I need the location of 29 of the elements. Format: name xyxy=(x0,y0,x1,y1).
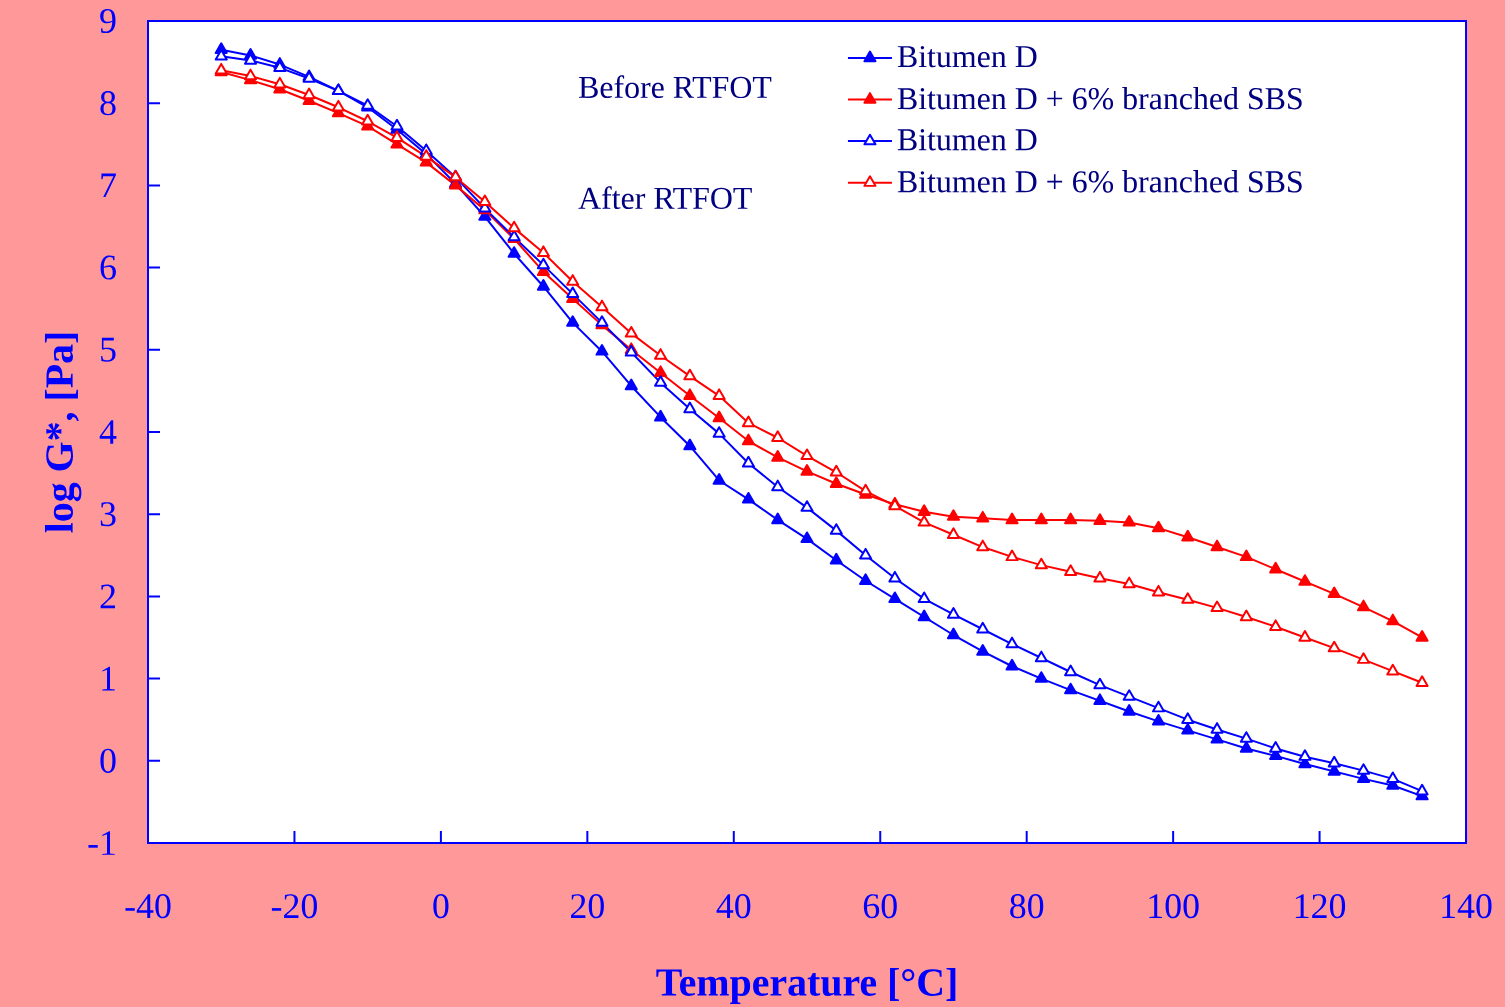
y-tick-label: 6 xyxy=(100,255,116,280)
x-tick-label: 20 xyxy=(570,894,604,919)
x-tick-label: 40 xyxy=(716,894,751,919)
x-tick-label: 80 xyxy=(1010,894,1044,919)
x-tick-label: 140 xyxy=(1442,894,1492,919)
y-tick-label: 3 xyxy=(100,502,116,527)
annotation: After RTFOT xyxy=(578,186,752,210)
y-tick-label: 4 xyxy=(99,420,117,444)
y-axis-title: log G*, [Pa] xyxy=(44,333,82,533)
x-axis-title: Temperature [°C] xyxy=(656,967,956,1005)
x-tick-label: -20 xyxy=(271,894,317,919)
y-tick-label: 0 xyxy=(100,748,116,773)
annotation: Before RTFOT xyxy=(578,75,772,99)
y-tick-label: 1 xyxy=(102,666,115,691)
x-tick-label: 0 xyxy=(433,894,449,919)
legend-label: Bitumen D + 6% branched SBS xyxy=(897,86,1302,110)
y-tick-label: -1 xyxy=(88,831,115,855)
y-tick-label: 5 xyxy=(101,337,116,362)
x-tick-label: 120 xyxy=(1295,894,1346,919)
legend-label: Bitumen D + 6% branched SBS xyxy=(897,170,1302,193)
x-tick-label: 60 xyxy=(863,894,897,919)
legend-label: Bitumen D xyxy=(897,45,1037,68)
x-tick-label: 100 xyxy=(1149,894,1199,919)
x-tick-label: -40 xyxy=(125,894,171,919)
y-tick-label: 7 xyxy=(101,173,116,198)
y-tick-label: 8 xyxy=(100,91,116,116)
legend-label: Bitumen D xyxy=(897,129,1037,151)
y-tick-label: 2 xyxy=(100,584,115,609)
y-tick-label: 9 xyxy=(100,8,116,34)
